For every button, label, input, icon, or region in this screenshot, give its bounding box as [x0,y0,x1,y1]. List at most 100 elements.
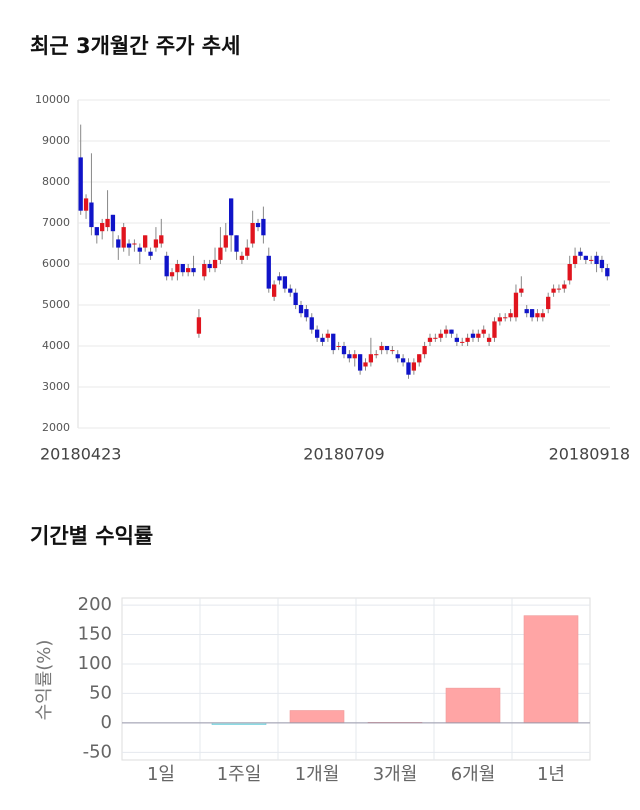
candle-body [304,309,309,318]
candle-body [169,272,175,277]
candle-body [411,362,417,371]
candle-body [556,288,562,290]
candle-body [508,313,513,318]
candle-body [245,247,250,256]
candle-body [594,255,599,264]
y-tick-label: 3000 [42,380,70,393]
candle-body [132,243,137,245]
candle-body [250,223,255,244]
candle-body [513,292,519,318]
candle-body [341,346,347,355]
candle-body [314,329,320,338]
candle-body [368,354,374,363]
candle-body [535,313,540,318]
candle-body [94,227,99,236]
candle-body [116,239,121,248]
candle-body [137,247,142,252]
candle-body [529,309,535,318]
candle-body [384,346,390,351]
candle-body [207,264,212,269]
candle-body [239,255,245,260]
y-tick-label: 150 [78,624,112,645]
x-tick-label: 1일 [147,764,175,785]
candle-body [325,333,331,338]
candle-body [110,214,116,232]
candle-body [417,354,422,363]
y-axis-label: 수익률(%) [34,640,55,721]
candle-body [583,255,588,260]
x-tick-label: 1년 [537,764,565,785]
candle-body [153,239,159,248]
bar [289,710,345,724]
candle-body [503,317,508,319]
candle-body [460,341,465,343]
candle-body [347,354,352,359]
candle-body [234,235,239,252]
candle-body [277,276,282,281]
candle-body [492,321,497,338]
x-tick-label: 3개월 [373,764,418,785]
candle-body [578,251,583,256]
candle-body [331,333,336,351]
candle-body [175,264,180,273]
bar [523,615,579,724]
candle-body [266,255,271,289]
y-tick-label: 10000 [35,93,70,106]
candle-body [223,235,228,248]
candle-body [352,354,357,359]
candle-body [159,235,164,244]
y-tick-label: 200 [78,594,112,615]
candle-body [470,333,476,338]
y-tick-label: -50 [83,741,112,762]
candle-body [567,264,572,281]
candle-body [148,251,153,256]
candle-body [282,276,288,289]
candle-body [298,305,304,314]
x-tick-label: 1개월 [295,764,340,785]
candle-body [218,247,223,260]
chart-title: 최근 3개월간 주가 추세 [30,34,240,58]
x-tick-label: 20180423 [40,445,121,464]
candle-body [551,288,556,293]
candle-body [271,284,277,297]
candle-body [143,235,148,248]
y-tick-label: 5000 [42,298,70,311]
chart-title: 기간별 수익률 [30,524,153,548]
y-tick-label: 2000 [42,421,70,434]
candle-body [191,268,196,273]
candle-body [293,292,298,305]
candle-body [605,268,610,277]
y-tick-label: 100 [78,653,112,674]
candle-body [196,317,202,334]
candle-body [546,296,551,310]
candle-body [212,259,218,269]
candle-body [433,337,438,339]
x-tick-label: 20180709 [303,445,384,464]
candle-body [422,346,427,355]
candle-body [486,337,492,342]
candle-body [126,243,132,248]
x-tick-label: 1주일 [217,764,262,785]
candle-body [363,362,368,367]
candle-body [540,313,545,318]
x-tick-label: 6개월 [451,764,496,785]
candle-body [465,337,470,342]
candle-body [589,259,594,261]
y-tick-label: 0 [101,712,112,733]
candle-body [438,333,443,338]
y-tick-label: 9000 [42,134,70,147]
candle-body [105,218,110,228]
y-tick-label: 6000 [42,257,70,270]
candle-body [164,255,169,277]
candle-body [100,223,105,232]
candle-body [400,358,406,363]
y-tick-label: 7000 [42,216,70,229]
candle-body [599,259,605,269]
bar [445,687,501,724]
candle-body [180,264,185,273]
candle-body [572,255,578,264]
y-tick-label: 4000 [42,339,70,352]
candle-body [390,350,395,352]
candle-body [481,329,486,334]
